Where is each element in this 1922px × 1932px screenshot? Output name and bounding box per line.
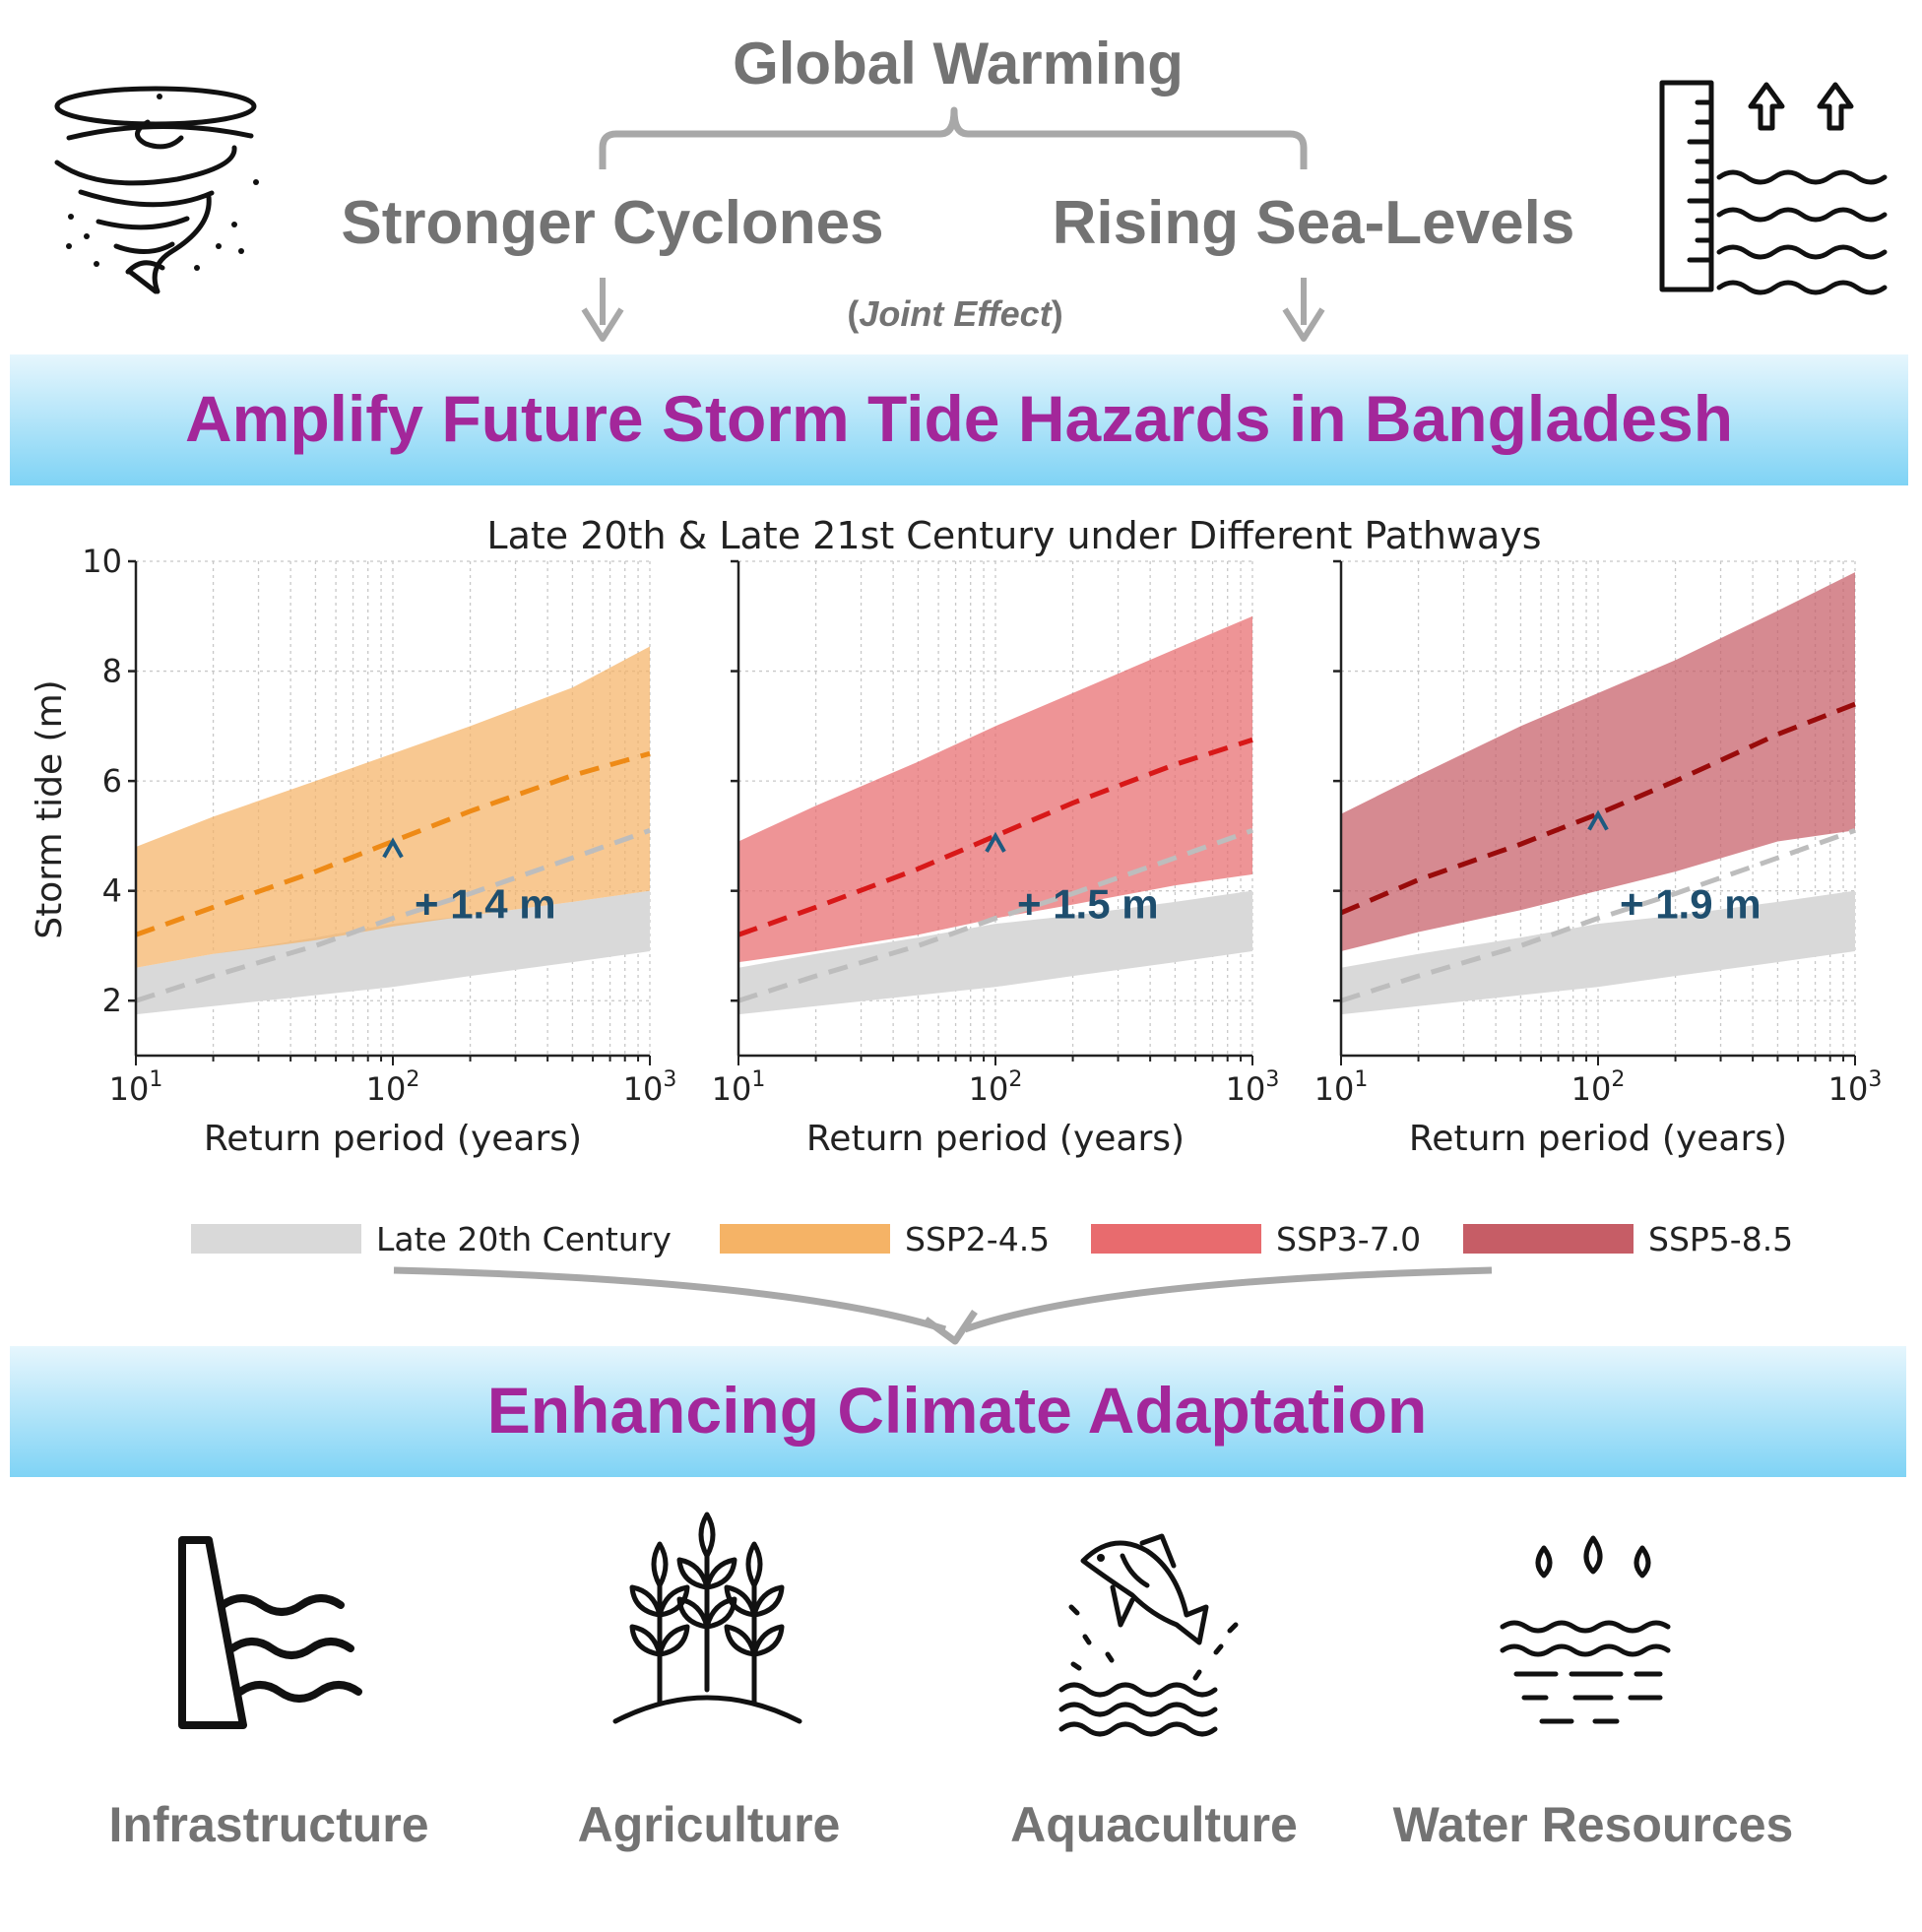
increase-label: + 1.4 m: [415, 881, 556, 928]
legend-label: SSP3-7.0: [1276, 1220, 1421, 1258]
ssp5-8.5-band: [1341, 572, 1855, 952]
storm-tide-chart: Late 20th & Late 21st Century under Diff…: [30, 514, 1882, 1258]
x-axis-label: Return period (years): [1409, 1119, 1787, 1159]
joint-effect-text: Joint Effect: [859, 293, 1053, 334]
joint-effect-close: ): [1052, 293, 1063, 334]
header: Global Warming Stronger Cyclones Rising …: [54, 31, 1888, 342]
legend-item: SSP2-4.5: [720, 1220, 1050, 1258]
x-tick-label: 102: [1571, 1067, 1626, 1108]
fish-icon: [1058, 1533, 1239, 1737]
chart-panel-ssp5-8.5: + 1.9 m 101 102 103 Return period (years): [1314, 559, 1883, 1159]
y-tick-label: 8: [102, 653, 122, 690]
y-tick-label: 10: [82, 543, 122, 580]
x-axis-label: Return period (years): [204, 1119, 582, 1159]
chart-panels: + 1.4 m 2 4 6 8 10 101 102 103 Return period (yea…: [82, 543, 1882, 1159]
y-tick-label: 6: [102, 762, 122, 800]
late-20th-century-median-line: [1340, 827, 1856, 1003]
merge-arrow-head: [923, 1310, 978, 1345]
sector-label-aquaculture: Aquaculture: [1010, 1797, 1298, 1852]
sectors: Infrastructure Agriculture Aquaculture W…: [108, 1512, 1794, 1852]
x-tick-label: 101: [109, 1067, 163, 1108]
down-arrow-left: [581, 278, 624, 342]
joint-effect-open: (: [847, 293, 859, 334]
late-20th-century-band: [738, 890, 1252, 1015]
y-tick-label: 2: [102, 982, 122, 1019]
x-tick-label: 101: [1314, 1067, 1369, 1108]
increase-arrow-head: [382, 837, 404, 859]
y-tick-label: 4: [102, 872, 122, 910]
legend-item: SSP5-8.5: [1463, 1220, 1793, 1258]
legend-swatch: [191, 1224, 361, 1254]
x-axis-label: Return period (years): [806, 1119, 1185, 1159]
future-band-group: [1341, 572, 1855, 952]
cyclone-icon: [54, 86, 259, 294]
chart-title: Late 20th & Late 21st Century under Diff…: [486, 514, 1541, 557]
joint-effect-label: (Joint Effect): [847, 293, 1062, 334]
sector-label-water-resources: Water Resources: [1393, 1797, 1794, 1852]
top-banner-title: Amplify Future Storm Tide Hazards in Ban…: [185, 382, 1733, 455]
chart-legend: Late 20th Century SSP2-4.5 SSP3-7.0 SSP5-8.…: [191, 1220, 1793, 1258]
wheat-icon: [612, 1512, 802, 1724]
chart-panel-ssp2-4.5: + 1.4 m 2 4 6 8 10 101 102 103 Return period (yea…: [82, 543, 676, 1159]
ssp3-7.0-median-line: [737, 737, 1253, 937]
water-drops-icon: [1500, 1535, 1671, 1724]
x-tick-label: 103: [1226, 1067, 1280, 1108]
top-banner-background: [10, 354, 1908, 485]
legend-label: SSP5-8.5: [1648, 1220, 1793, 1258]
bottom-banner-background: [10, 1346, 1906, 1477]
late-20th-century-band: [1341, 890, 1855, 1015]
legend-label: Late 20th Century: [376, 1220, 672, 1258]
increase-arrow-head: [985, 831, 1006, 853]
x-tick-label: 102: [969, 1067, 1023, 1108]
increase-label: + 1.9 m: [1620, 881, 1762, 928]
future-band-group: [738, 615, 1252, 963]
late-20th-century-band: [136, 890, 650, 1015]
legend-swatch: [1091, 1224, 1261, 1254]
chart-panel-ssp3-7.0: + 1.5 m 101 102 103 Return period (years): [712, 559, 1280, 1159]
down-arrow-right: [1282, 278, 1325, 342]
dam-icon: [178, 1536, 362, 1729]
legend-label: SSP2-4.5: [905, 1220, 1050, 1258]
bottom-banner-title: Enhancing Climate Adaptation: [487, 1374, 1428, 1447]
x-tick-label: 103: [623, 1067, 677, 1108]
global-warming-title: Global Warming: [733, 31, 1184, 97]
legend-item: SSP3-7.0: [1091, 1220, 1421, 1258]
y-axis-label: Storm tide (m): [30, 679, 70, 938]
sea-level-rise-icon: [1659, 80, 1888, 295]
increase-label: + 1.5 m: [1017, 881, 1159, 928]
legend-swatch: [720, 1224, 890, 1254]
ssp3-7.0-band: [738, 615, 1252, 963]
increase-arrow-head: [1587, 809, 1609, 831]
late-20th-century-median-line: [737, 827, 1253, 1003]
ssp2-4.5-median-line: [135, 750, 651, 937]
legend-swatch: [1463, 1224, 1634, 1254]
legend-item: Late 20th Century: [191, 1220, 672, 1258]
rising-sea-levels-label: Rising Sea-Levels: [1053, 189, 1575, 257]
sector-label-agriculture: Agriculture: [578, 1797, 841, 1852]
x-tick-label: 101: [712, 1067, 766, 1108]
x-tick-label: 103: [1828, 1067, 1883, 1108]
stronger-cyclones-label: Stronger Cyclones: [341, 189, 883, 257]
sector-label-infrastructure: Infrastructure: [108, 1797, 428, 1852]
top-banner: Amplify Future Storm Tide Hazards in Ban…: [10, 354, 1908, 485]
bottom-banner: Enhancing Climate Adaptation: [10, 1346, 1906, 1477]
late-20th-century-median-line: [135, 827, 651, 1003]
merge-arrows: [393, 1266, 1493, 1345]
brace-connector: [599, 106, 1308, 169]
x-tick-label: 102: [366, 1067, 420, 1108]
